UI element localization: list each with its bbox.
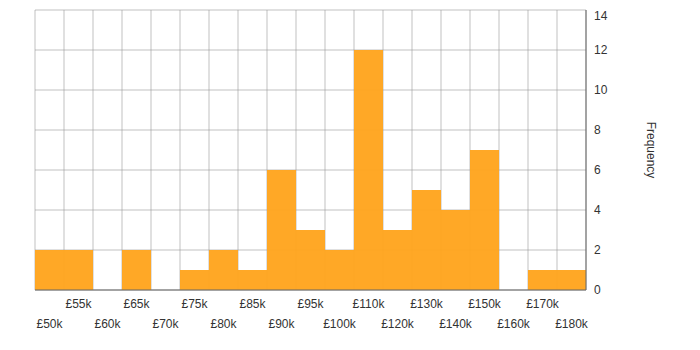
- svg-text:6: 6: [594, 163, 601, 177]
- svg-text:£160k: £160k: [497, 317, 531, 331]
- svg-text:£100k: £100k: [323, 317, 357, 331]
- svg-text:£65k: £65k: [123, 297, 150, 311]
- svg-text:£120k: £120k: [381, 317, 415, 331]
- svg-text:0: 0: [594, 283, 601, 297]
- svg-text:£50k: £50k: [36, 317, 63, 331]
- svg-text:£90k: £90k: [268, 317, 295, 331]
- svg-text:2: 2: [594, 243, 601, 257]
- svg-text:£150k: £150k: [468, 297, 502, 311]
- svg-text:Frequency: Frequency: [644, 122, 658, 179]
- svg-text:8: 8: [594, 123, 601, 137]
- svg-text:£80k: £80k: [210, 317, 237, 331]
- svg-text:£85k: £85k: [239, 297, 266, 311]
- svg-text:£70k: £70k: [152, 317, 179, 331]
- svg-text:£130k: £130k: [410, 297, 444, 311]
- svg-text:£60k: £60k: [94, 317, 121, 331]
- svg-text:£95k: £95k: [297, 297, 324, 311]
- svg-text:£110k: £110k: [353, 297, 386, 311]
- svg-text:£180k: £180k: [555, 317, 589, 331]
- svg-text:£140k: £140k: [439, 317, 473, 331]
- svg-text:4: 4: [594, 203, 601, 217]
- svg-text:14: 14: [594, 9, 608, 23]
- svg-text:£75k: £75k: [181, 297, 208, 311]
- svg-text:£55k: £55k: [65, 297, 92, 311]
- svg-text:10: 10: [594, 83, 608, 97]
- svg-text:£170k: £170k: [526, 297, 560, 311]
- svg-text:12: 12: [594, 43, 608, 57]
